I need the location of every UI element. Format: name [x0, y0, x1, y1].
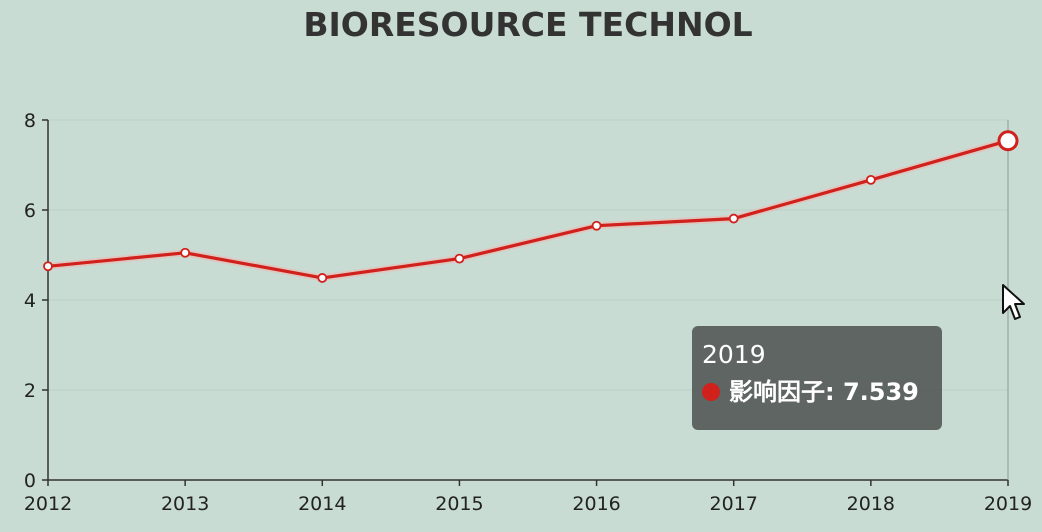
- tooltip-title: 2019: [702, 340, 766, 369]
- x-tick-label: 2015: [435, 493, 483, 515]
- x-tick-label: 2016: [572, 493, 620, 515]
- y-tick-label: 8: [24, 110, 36, 132]
- series-line-glow: [47, 137, 1009, 282]
- y-tick-label: 6: [24, 200, 36, 222]
- x-tick-label: 2018: [847, 493, 895, 515]
- series-line[interactable]: [47, 137, 1009, 282]
- y-tick-label: 2: [24, 380, 36, 402]
- tooltip-value: 7.539: [842, 378, 919, 406]
- data-point: [728, 213, 739, 224]
- tooltip-separator: :: [825, 378, 843, 406]
- data-point: [865, 174, 876, 185]
- x-tick-label: 2014: [298, 493, 346, 515]
- y-tick-label: 4: [24, 290, 36, 312]
- data-points[interactable]: [43, 130, 1019, 283]
- data-point-highlighted: [997, 130, 1019, 152]
- x-tick-label: 2017: [710, 493, 758, 515]
- chart-title: BIORESOURCE TECHNOL: [303, 5, 752, 44]
- axes: 0 2 4 6 8 2012 2013 2014 2015 2016 2017 2018 2019: [24, 110, 1032, 515]
- x-tick-label: 2019: [984, 493, 1032, 515]
- series-line-path: [47, 139, 1009, 280]
- data-point: [317, 273, 328, 283]
- y-tick-label: 0: [24, 470, 36, 492]
- data-point: [180, 247, 191, 258]
- tooltip-series-label: 影响因子: [729, 378, 825, 406]
- data-point: [43, 261, 53, 272]
- data-point: [454, 253, 465, 264]
- x-tick-label: 2013: [161, 493, 209, 515]
- data-point: [591, 220, 602, 231]
- series-marker-icon: [702, 383, 720, 401]
- tooltip-row: 影响因子: 7.539: [702, 372, 932, 412]
- x-tick-label: 2012: [24, 493, 72, 515]
- tooltip: 2019 影响因子: 7.539: [692, 326, 942, 430]
- mouse-pointer-icon: [1002, 284, 1025, 320]
